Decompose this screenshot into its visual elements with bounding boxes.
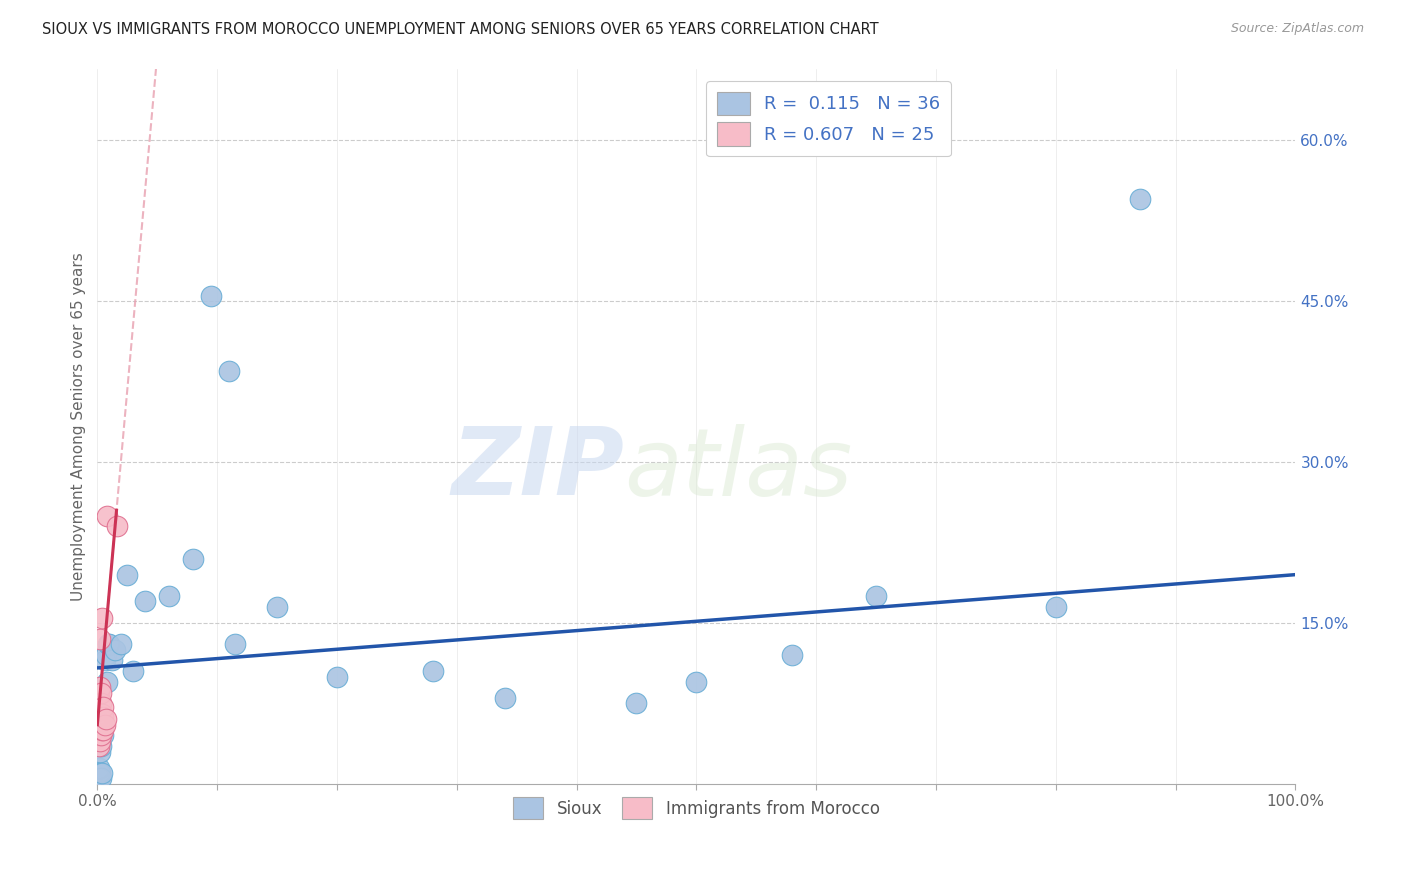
Point <box>87 706 110 721</box>
Point <box>626 696 648 710</box>
Text: ZIP: ZIP <box>451 423 624 515</box>
Point <box>200 289 222 303</box>
Point <box>110 637 132 651</box>
Point <box>87 696 110 710</box>
Point <box>89 766 111 780</box>
Point <box>685 674 707 689</box>
Point <box>134 594 156 608</box>
Point <box>93 718 115 732</box>
Point <box>87 739 110 754</box>
Point <box>91 610 114 624</box>
Point <box>90 772 112 786</box>
Point <box>93 653 115 667</box>
Point <box>87 772 110 786</box>
Point <box>89 745 111 759</box>
Point <box>90 706 112 721</box>
Point <box>94 648 117 662</box>
Text: Source: ZipAtlas.com: Source: ZipAtlas.com <box>1230 22 1364 36</box>
Y-axis label: Unemployment Among Seniors over 65 years: Unemployment Among Seniors over 65 years <box>72 252 86 600</box>
Point <box>117 567 139 582</box>
Point <box>89 718 111 732</box>
Point <box>90 685 112 699</box>
Point <box>93 710 115 724</box>
Point <box>100 653 122 667</box>
Text: atlas: atlas <box>624 424 853 515</box>
Point <box>224 637 246 651</box>
Point <box>87 761 110 775</box>
Point <box>266 599 288 614</box>
Point <box>1045 599 1067 614</box>
Point <box>89 734 111 748</box>
Point <box>87 766 110 780</box>
Point <box>91 706 114 721</box>
Point <box>94 712 117 726</box>
Point <box>96 508 118 523</box>
Point <box>181 551 204 566</box>
Point <box>90 729 112 743</box>
Point <box>91 723 114 738</box>
Point <box>87 685 110 699</box>
Point <box>93 729 115 743</box>
Point <box>97 637 120 651</box>
Point <box>90 696 112 710</box>
Point <box>104 642 127 657</box>
Point <box>90 739 112 754</box>
Point <box>91 766 114 780</box>
Point <box>98 637 121 651</box>
Point <box>422 664 444 678</box>
Point <box>89 632 111 646</box>
Point <box>780 648 803 662</box>
Point <box>122 664 145 678</box>
Point <box>89 680 111 694</box>
Point <box>89 712 111 726</box>
Point <box>93 699 115 714</box>
Point <box>87 729 110 743</box>
Point <box>218 364 240 378</box>
Point <box>87 718 110 732</box>
Point <box>865 589 887 603</box>
Point <box>1129 192 1152 206</box>
Point <box>494 690 516 705</box>
Point <box>96 674 118 689</box>
Point <box>157 589 180 603</box>
Legend: Sioux, Immigrants from Morocco: Sioux, Immigrants from Morocco <box>506 790 886 825</box>
Point <box>90 718 112 732</box>
Point <box>93 723 115 738</box>
Point <box>326 669 349 683</box>
Point <box>105 519 128 533</box>
Text: SIOUX VS IMMIGRANTS FROM MOROCCO UNEMPLOYMENT AMONG SENIORS OVER 65 YEARS CORREL: SIOUX VS IMMIGRANTS FROM MOROCCO UNEMPLO… <box>42 22 879 37</box>
